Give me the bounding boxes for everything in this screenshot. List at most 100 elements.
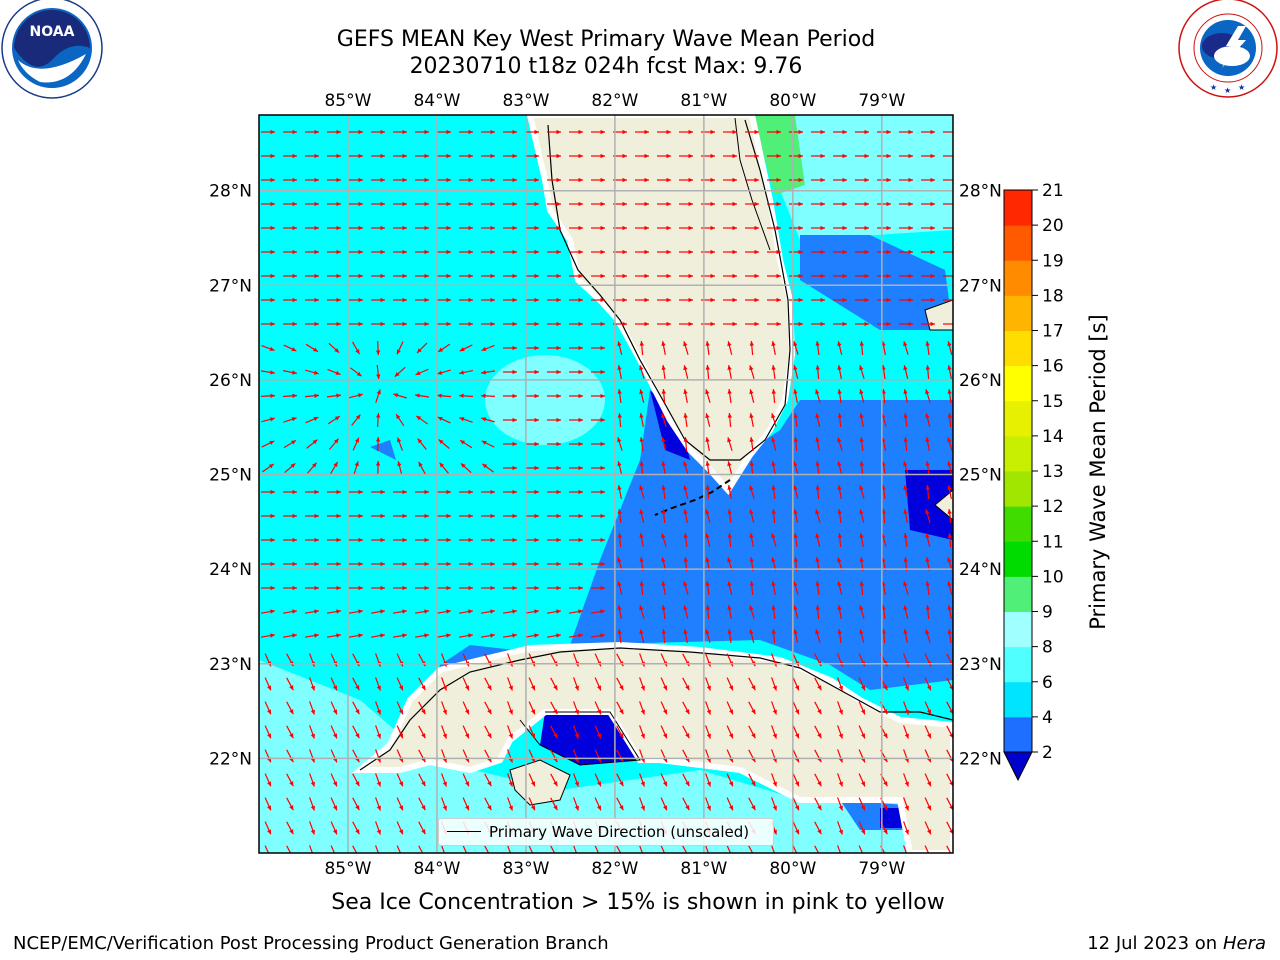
wave-direction-arrow bbox=[481, 201, 495, 207]
wave-direction-arrow bbox=[723, 153, 737, 159]
wave-direction-arrow bbox=[437, 297, 451, 303]
wave-direction-arrow bbox=[393, 129, 407, 135]
wave-direction-arrow bbox=[349, 609, 363, 614]
wave-direction-arrow bbox=[569, 561, 583, 567]
wave-direction-arrow bbox=[661, 533, 667, 547]
wave-direction-arrow bbox=[705, 460, 710, 476]
wave-direction-arrow bbox=[371, 489, 385, 495]
wave-direction-arrow bbox=[525, 585, 539, 591]
wave-direction-arrow bbox=[309, 677, 315, 691]
wave-direction-arrow bbox=[327, 321, 341, 327]
wave-direction-arrow bbox=[437, 537, 451, 543]
wave-direction-arrow bbox=[459, 513, 473, 519]
wave-direction-arrow bbox=[371, 201, 385, 207]
wave-direction-arrow bbox=[591, 201, 605, 207]
wave-direction-arrow bbox=[503, 633, 517, 638]
florida-land bbox=[526, 115, 796, 495]
wave-direction-arrow bbox=[283, 273, 297, 279]
wave-direction-arrow bbox=[815, 413, 821, 427]
wave-direction-arrow bbox=[899, 297, 913, 303]
wave-direction-arrow bbox=[789, 201, 803, 207]
wave-direction-arrow bbox=[924, 773, 932, 787]
wave-direction-arrow bbox=[437, 249, 451, 255]
wave-direction-arrow bbox=[748, 845, 754, 853]
wave-direction-arrow bbox=[925, 437, 930, 451]
wave-direction-arrow bbox=[481, 153, 495, 159]
wave-direction-arrow bbox=[899, 249, 913, 255]
wave-direction-arrow bbox=[748, 701, 756, 715]
wave-direction-arrow bbox=[726, 797, 734, 811]
wave-direction-arrow bbox=[503, 369, 517, 375]
wave-direction-arrow bbox=[393, 153, 407, 159]
wave-direction-arrow bbox=[745, 321, 759, 327]
wave-direction-arrow bbox=[591, 345, 605, 351]
wave-direction-arrow bbox=[591, 537, 605, 543]
wave-direction-arrow bbox=[305, 609, 319, 614]
wave-direction-arrow bbox=[304, 393, 320, 398]
wave-direction-arrow bbox=[349, 225, 363, 231]
wave-direction-arrow bbox=[591, 585, 605, 591]
right-lat-label: 23°N bbox=[959, 655, 1002, 675]
wave-direction-arrow bbox=[371, 153, 385, 159]
colorbar-segment bbox=[1004, 365, 1032, 402]
wave-direction-arrow bbox=[591, 273, 605, 279]
bottom-lon-label: 80°W bbox=[769, 859, 816, 879]
wave-direction-arrow bbox=[284, 462, 296, 474]
wave-direction-arrow bbox=[481, 537, 495, 543]
wave-direction-arrow bbox=[837, 701, 843, 715]
wave-direction-arrow bbox=[705, 364, 710, 380]
wave-direction-arrow bbox=[661, 581, 666, 595]
caption: Sea Ice Concentration > 15% is shown in … bbox=[331, 890, 945, 915]
wave-direction-arrow bbox=[921, 177, 935, 183]
wave-direction-arrow bbox=[591, 153, 605, 159]
wave-direction-arrow bbox=[881, 364, 886, 380]
wave-direction-arrow bbox=[679, 129, 693, 135]
wave-direction-arrow bbox=[745, 153, 759, 159]
wave-direction-arrow bbox=[305, 633, 319, 638]
wave-direction-arrow bbox=[327, 201, 341, 207]
wave-direction-arrow bbox=[617, 532, 622, 548]
wave-direction-arrow bbox=[261, 440, 275, 448]
wave-direction-arrow bbox=[305, 369, 319, 375]
wave-direction-arrow bbox=[903, 436, 908, 452]
colorbar-tick-label: 21 bbox=[1042, 181, 1064, 201]
wave-direction-arrow bbox=[921, 201, 935, 207]
wave-direction-arrow bbox=[815, 484, 820, 500]
legend-line-swatch bbox=[447, 831, 481, 832]
wave-direction-arrow bbox=[459, 321, 473, 327]
wave-direction-arrow bbox=[903, 605, 909, 619]
wave-direction-arrow bbox=[525, 321, 539, 327]
wave-direction-arrow bbox=[635, 321, 649, 327]
wave-direction-arrow bbox=[837, 677, 843, 691]
wave-direction-arrow bbox=[437, 129, 451, 135]
wave-direction-arrow bbox=[617, 581, 623, 595]
wave-direction-arrow bbox=[396, 725, 404, 739]
wave-direction-arrow bbox=[789, 177, 803, 183]
wave-direction-arrow bbox=[261, 201, 275, 207]
left-lat-label: 24°N bbox=[209, 560, 252, 580]
wave-direction-arrow bbox=[503, 321, 517, 327]
wave-direction-arrow bbox=[437, 561, 451, 567]
wave-direction-arrow bbox=[327, 585, 341, 591]
wave-direction-arrow bbox=[418, 461, 426, 475]
wave-direction-arrow bbox=[349, 633, 363, 638]
wave-direction-arrow bbox=[503, 201, 517, 207]
wave-direction-arrow bbox=[547, 585, 561, 591]
wave-direction-arrow bbox=[375, 845, 380, 853]
wave-direction-arrow bbox=[481, 513, 495, 519]
wave-direction-arrow bbox=[349, 489, 363, 495]
wave-direction-arrow bbox=[283, 417, 297, 423]
wave-direction-arrow bbox=[749, 389, 755, 403]
wave-direction-arrow bbox=[352, 677, 360, 691]
wave-direction-arrow bbox=[415, 177, 429, 183]
wave-direction-arrow bbox=[462, 773, 470, 787]
wave-direction-arrow bbox=[661, 461, 666, 475]
wave-direction-arrow bbox=[837, 412, 842, 428]
wave-direction-arrow bbox=[858, 797, 866, 811]
wave-direction-arrow bbox=[947, 485, 952, 499]
bottom-lon-label: 84°W bbox=[413, 859, 460, 879]
wave-direction-arrow bbox=[727, 628, 732, 644]
wave-direction-arrow bbox=[771, 725, 777, 739]
wave-direction-arrow bbox=[833, 273, 847, 279]
wave-direction-arrow bbox=[921, 297, 935, 303]
